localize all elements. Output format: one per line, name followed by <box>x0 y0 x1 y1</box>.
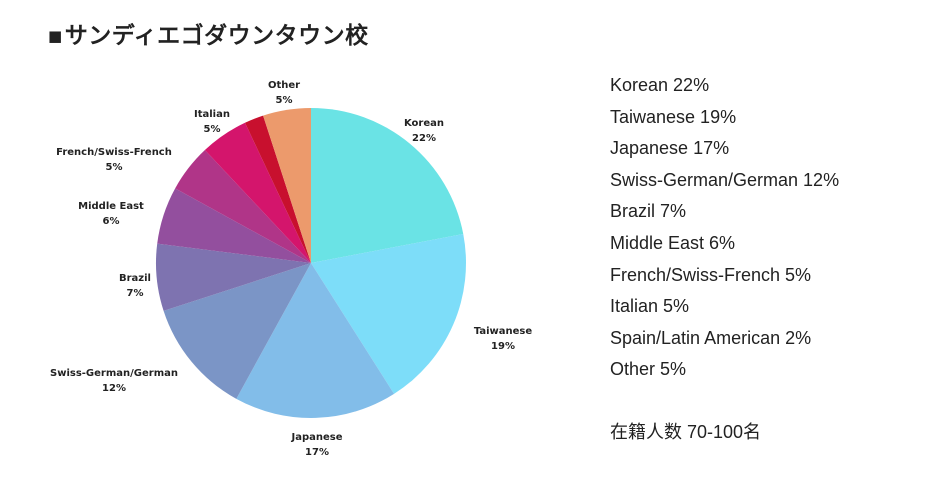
slice-label: Taiwanese 19% <box>474 326 533 352</box>
legend-item: Other 5% <box>610 359 687 380</box>
legend-item: Taiwanese 19% <box>610 106 737 127</box>
pie-slice-middle-east <box>157 188 311 263</box>
slice-label: Italian 5% <box>194 109 230 135</box>
slice-label: French/Swiss-French 5% <box>56 147 172 173</box>
slice-label: Brazil 7% <box>119 273 151 299</box>
pie-slice-italian <box>204 122 311 263</box>
page-title: ■サンディエゴダウンタウン校 <box>48 16 369 50</box>
legend-item: Korean 22% <box>610 75 710 95</box>
legend-item: Spain/Latin American 2% <box>610 327 812 348</box>
legend-item: French/Swiss-French 5% <box>610 264 812 285</box>
pie-slice-swiss-german-german <box>163 263 311 399</box>
slice-label: Middle East 6% <box>78 201 144 227</box>
pie-slice-taiwanese <box>311 233 466 394</box>
enrollment-note: 在籍人数 70-100名 <box>610 422 762 442</box>
legend-item: Italian 5% <box>610 296 690 317</box>
slice-label: Korean 22% <box>404 118 444 144</box>
legend-item: Middle East 6% <box>610 232 736 253</box>
pie-slice-japanese <box>236 263 395 418</box>
slice-label: Japanese 17% <box>290 432 342 458</box>
pie-slice-french-swiss-french <box>175 150 311 263</box>
slice-label: Swiss-German/German 12% <box>50 368 178 394</box>
title-marker: ■ <box>48 27 63 45</box>
pie-slice-brazil <box>155 243 311 311</box>
slice-label: Other 5% <box>268 80 300 106</box>
legend-item: Japanese 17% <box>610 138 730 159</box>
legend-list: Korean 22% Taiwanese 19% Japanese 17% Swiss… <box>610 70 839 386</box>
pie-chart: Korean 22% Taiwanese 19% Japanese 17% Swiss-Ge… <box>50 80 533 458</box>
pie-slice-spain-latin-american <box>245 115 311 263</box>
legend-item: Brazil 7% <box>610 201 687 222</box>
title-text: サンディエゴダウンタウン校 <box>64 23 369 49</box>
pie-slice-korean <box>311 108 464 263</box>
legend-item: Swiss-German/German 12% <box>610 169 840 190</box>
pie-slice-other <box>263 108 311 263</box>
